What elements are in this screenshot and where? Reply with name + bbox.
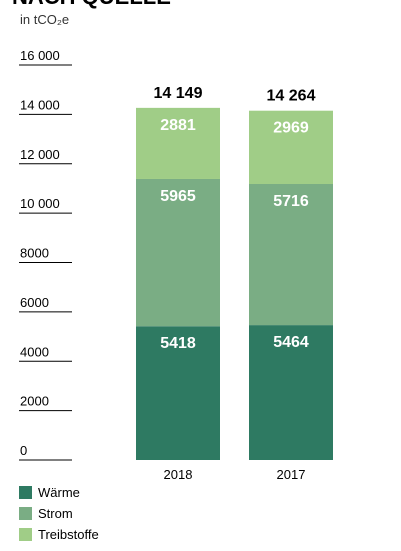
legend-swatch	[19, 507, 32, 520]
legend-swatch	[19, 528, 32, 541]
bar-segment	[249, 110, 333, 184]
segment-value-label: 5965	[160, 188, 196, 205]
y-tick-label: 2000	[20, 394, 49, 409]
segment-value-label: 5464	[273, 334, 309, 351]
bar-total-label: 14 264	[267, 88, 316, 105]
y-tick-label: 12 000	[20, 147, 60, 162]
legend-label: Strom	[38, 506, 73, 521]
bar-segment	[249, 325, 333, 460]
legend-label: Treibstoffe	[38, 527, 99, 542]
legend-label: Wärme	[38, 485, 80, 500]
y-tick-label: 4000	[20, 344, 49, 359]
x-category-label: 2018	[164, 467, 193, 482]
unit-label: in tCO₂e	[20, 12, 69, 27]
bar-segment	[249, 183, 333, 326]
y-tick-label: 16 000	[20, 48, 60, 63]
legend-swatch	[19, 486, 32, 499]
segment-value-label: 5418	[160, 335, 196, 352]
y-tick-label: 6000	[20, 295, 49, 310]
x-category-label: 2017	[277, 467, 306, 482]
segment-value-label: 5716	[273, 193, 309, 210]
bar-segment	[136, 178, 220, 327]
segment-value-label: 2881	[160, 117, 196, 134]
bar-total-label: 14 149	[154, 85, 203, 102]
bar-segment	[136, 107, 220, 179]
bar-segment	[136, 326, 220, 460]
y-tick-label: 14 000	[20, 97, 60, 112]
y-tick-label: 0	[20, 443, 27, 458]
y-tick-label: 8000	[20, 246, 49, 261]
y-tick-label: 10 000	[20, 196, 60, 211]
chart-title: NACH QUELLE	[12, 0, 171, 9]
segment-value-label: 2969	[273, 120, 309, 137]
